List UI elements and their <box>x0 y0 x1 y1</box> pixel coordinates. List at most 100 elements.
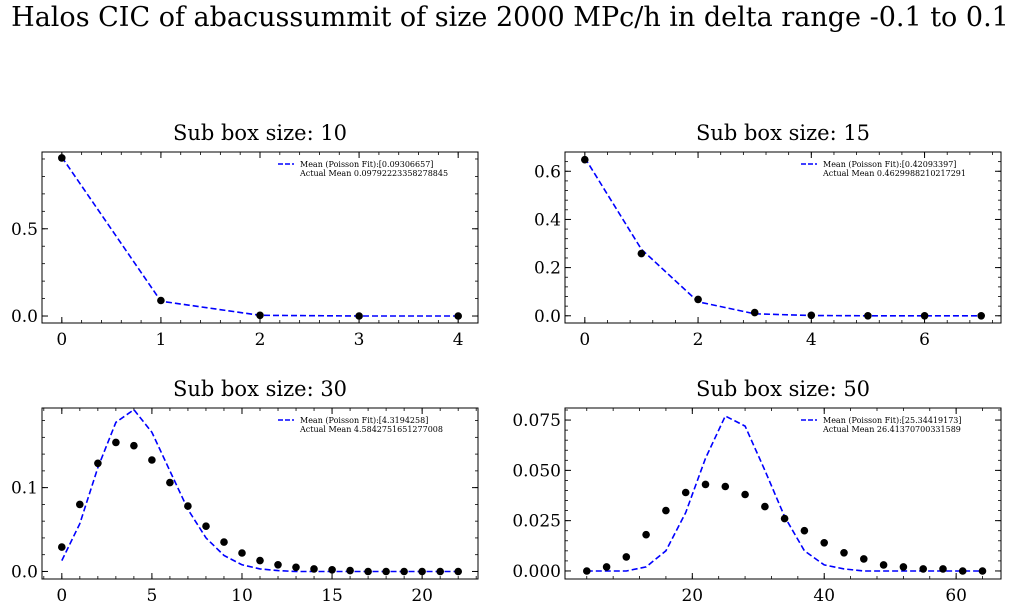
data-point <box>939 565 947 573</box>
subplot-title: Sub box size: 15 <box>696 121 870 145</box>
subplot-3: Sub box size: 50 20 40 60 0.000 0.025 0.050 0.0… <box>512 377 1002 606</box>
y-tick-label: 0.5 <box>11 220 38 240</box>
data-point <box>780 514 789 523</box>
y-tick-label: 0.6 <box>534 162 561 182</box>
data-point <box>637 249 646 258</box>
x-tick-label: 3 <box>354 330 365 350</box>
data-point <box>958 567 967 575</box>
data-point <box>58 154 66 162</box>
data-point <box>642 530 650 539</box>
data-point <box>602 563 611 571</box>
data-point <box>202 522 210 530</box>
subplot-title: Sub box size: 50 <box>696 377 870 401</box>
y-tick-label: 0.1 <box>11 479 38 499</box>
x-tick-label: 0 <box>56 586 67 606</box>
data-point <box>454 312 463 320</box>
axes-frame <box>41 151 479 324</box>
data-point <box>840 549 848 557</box>
data-point <box>750 308 759 317</box>
y-tick-label: 0.025 <box>512 512 561 532</box>
data-point <box>310 565 318 573</box>
data-point <box>454 567 463 576</box>
data-point <box>400 567 408 576</box>
subplot-0: Sub box size: 10 0 1 2 3 4 0.0 0.5 Mean (Poisson… <box>11 121 479 350</box>
data-point <box>864 312 872 320</box>
poisson-fit-line <box>61 408 459 573</box>
x-tick-label: 60 <box>945 586 967 606</box>
x-tick-label: 2 <box>255 330 266 350</box>
axes-frame <box>41 407 479 580</box>
data-point <box>238 549 246 557</box>
data-point <box>879 561 888 569</box>
data-point <box>581 155 589 164</box>
data-point <box>112 438 120 447</box>
axes-frame <box>564 407 1002 580</box>
data-point <box>346 566 354 575</box>
legend-entry: Actual Mean 4.5842751651277008 <box>299 425 443 434</box>
x-tick-label: 10 <box>231 586 253 606</box>
poisson-fit-line <box>61 156 459 317</box>
y-tick-label: 0.0 <box>11 307 38 327</box>
subplot-2: Sub box size: 30 0 5 10 15 20 0.0 0.1 Mean (Pois… <box>11 377 479 606</box>
legend-entry: Mean (Poisson Fit):[25.34419173] <box>823 416 962 425</box>
figure-title: Halos CIC of abacussummit of size 2000 M… <box>11 2 1009 33</box>
legend-entry: Actual Mean 26.41370700331589 <box>822 425 961 434</box>
data-point <box>622 553 631 561</box>
x-tick-label: 1 <box>155 330 166 350</box>
y-tick-label: 0.0 <box>11 562 38 582</box>
legend-entry: Actual Mean 0.09792223358278845 <box>299 169 448 178</box>
x-tick-label: 4 <box>453 330 464 350</box>
data-point <box>701 480 710 489</box>
data-point <box>681 488 690 497</box>
data-point <box>148 456 156 464</box>
data-point <box>157 296 165 305</box>
data-point <box>662 506 670 515</box>
data-point <box>721 482 730 491</box>
data-point <box>418 567 426 576</box>
legend-entry: Mean (Poisson Fit):[4.3194258] <box>300 416 428 425</box>
y-tick-label: 0.2 <box>534 259 561 279</box>
data-point <box>899 563 908 571</box>
data-point <box>328 566 336 574</box>
y-tick-label: 0.0 <box>534 307 561 327</box>
y-tick-label: 0.050 <box>512 461 561 481</box>
legend-entry: Mean (Poisson Fit):[0.09306657] <box>300 160 433 169</box>
data-point <box>76 500 84 509</box>
subplot-title: Sub box size: 30 <box>173 377 347 401</box>
data-point <box>166 478 174 487</box>
data-point <box>130 441 138 450</box>
data-point <box>382 567 390 576</box>
poisson-fit-line <box>586 414 983 572</box>
data-point <box>364 567 372 576</box>
data-point <box>978 567 987 575</box>
x-tick-label: 2 <box>693 330 704 350</box>
data-point <box>761 502 769 511</box>
x-tick-label: 20 <box>411 586 433 606</box>
y-tick-label: 0.4 <box>534 210 561 230</box>
legend-entry: Actual Mean 0.4629988210217291 <box>822 169 966 178</box>
data-point <box>977 312 985 320</box>
poisson-fit-line <box>584 157 982 317</box>
y-tick-label: 0.000 <box>512 562 561 582</box>
data-point <box>860 555 868 563</box>
data-point <box>807 311 816 320</box>
data-point <box>800 526 809 535</box>
data-point <box>274 561 282 569</box>
data-point <box>256 556 264 565</box>
x-tick-label: 20 <box>681 586 703 606</box>
data-point <box>94 459 102 468</box>
x-tick-label: 5 <box>146 586 157 606</box>
x-tick-label: 6 <box>919 330 930 350</box>
y-tick-label: 0.075 <box>512 411 561 431</box>
data-point <box>583 567 591 575</box>
data-point <box>436 567 445 576</box>
x-tick-label: 15 <box>321 586 343 606</box>
x-tick-label: 0 <box>56 330 67 350</box>
x-tick-label: 40 <box>813 586 835 606</box>
x-tick-label: 0 <box>579 330 590 350</box>
data-point <box>355 312 363 320</box>
axes-frame <box>564 151 1002 324</box>
data-point <box>220 538 228 546</box>
data-point <box>820 539 828 547</box>
